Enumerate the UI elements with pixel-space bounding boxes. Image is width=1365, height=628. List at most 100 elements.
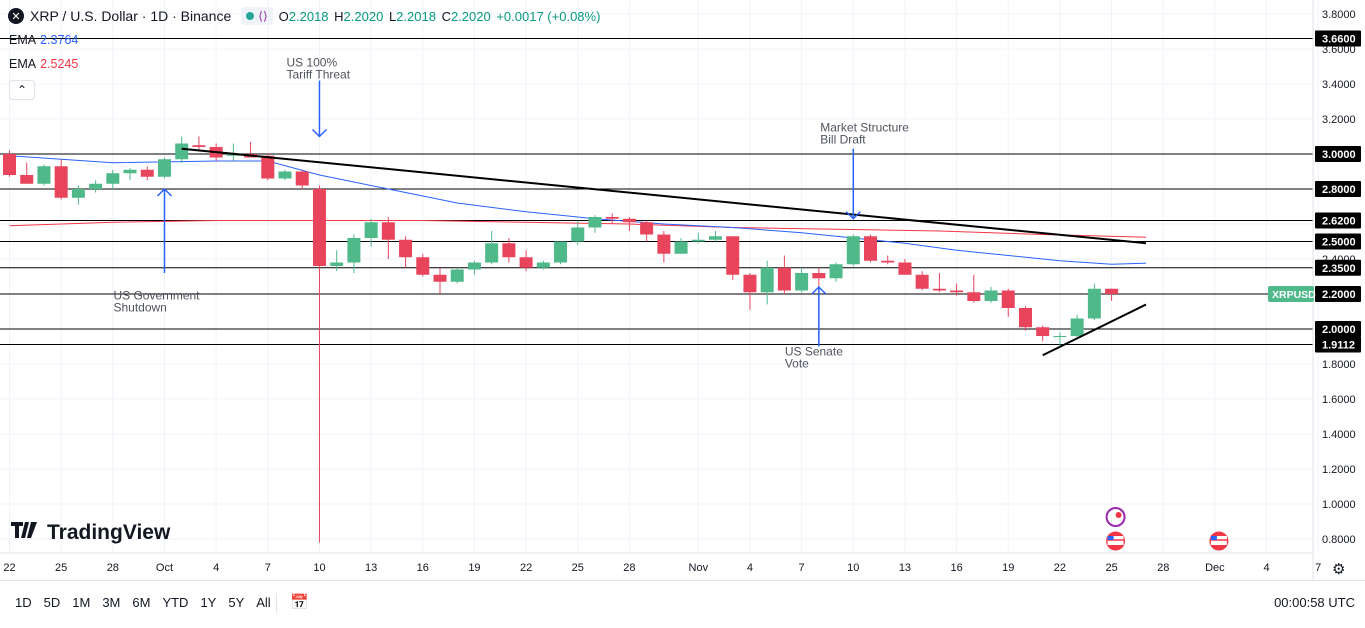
timeframe-button-3m[interactable]: 3M [102, 595, 121, 610]
candle-body[interactable] [485, 243, 499, 263]
market-status[interactable]: ⟨⟩ [241, 7, 273, 25]
candle-body[interactable] [295, 171, 309, 186]
candle-body[interactable] [433, 274, 447, 282]
candle-body[interactable] [123, 169, 137, 174]
candle-body[interactable] [984, 290, 998, 302]
level-price-tag[interactable] [1315, 259, 1361, 276]
chart-settings-gear-icon[interactable]: ⚙ [1332, 561, 1346, 578]
candle-body[interactable] [605, 217, 619, 219]
candle-body[interactable] [1018, 308, 1032, 328]
candle-body[interactable] [261, 155, 275, 179]
candle-body[interactable] [330, 262, 344, 267]
utc-clock[interactable]: 00:00:58 UTC [1274, 595, 1355, 610]
ema-slow-legend[interactable]: EMA 2.5245 [9, 57, 79, 71]
candle-body[interactable] [622, 218, 636, 223]
candle-body[interactable] [950, 290, 964, 293]
candle-body[interactable] [554, 241, 568, 263]
candle-body[interactable] [71, 189, 85, 198]
candle-body[interactable] [657, 234, 671, 254]
candle-body[interactable] [760, 267, 774, 293]
level-price-tag[interactable] [1315, 212, 1361, 229]
annotation-text[interactable]: Market Structure Bill Draft [820, 120, 909, 146]
candle-body[interactable] [777, 267, 791, 291]
candle-body[interactable] [691, 239, 705, 242]
level-price-tag[interactable] [1315, 233, 1361, 250]
candle-body[interactable] [743, 274, 757, 293]
candle-body[interactable] [1001, 290, 1015, 309]
level-price-tag[interactable] [1315, 336, 1361, 353]
candle-body[interactable] [640, 222, 654, 235]
timeframe-button-1d[interactable]: 1D [15, 595, 32, 610]
candle-body[interactable] [674, 241, 688, 254]
candle-body[interactable] [140, 169, 154, 177]
sparkle-event-icon[interactable] [1105, 507, 1126, 527]
candle-body[interactable] [89, 183, 103, 189]
level-price-tag[interactable] [1315, 321, 1361, 337]
level-price-tag[interactable] [1315, 286, 1361, 302]
candle-body[interactable] [157, 159, 171, 177]
timeframe-button-1m[interactable]: 1M [72, 595, 91, 610]
candle-body[interactable] [347, 238, 361, 263]
price-chart[interactable]: US 100% Tariff Threat Market Structure Bill… [0, 0, 1365, 580]
candle-body[interactable] [175, 143, 189, 160]
candle-body[interactable] [932, 288, 946, 291]
symbol-title[interactable]: XRP / U.S. Dollar · 1D · Binance [30, 8, 232, 24]
candle-body[interactable] [1036, 327, 1050, 336]
candle-body[interactable] [416, 257, 430, 275]
timeframe-button-1y[interactable]: 1Y [200, 595, 217, 610]
level-price-tag[interactable] [1315, 146, 1361, 162]
candle-body[interactable] [588, 217, 602, 228]
candle-body[interactable] [502, 243, 516, 258]
candle-body[interactable] [467, 262, 481, 270]
candle-body[interactable] [364, 222, 378, 238]
candle-body[interactable] [1053, 336, 1067, 337]
candle-body[interactable] [571, 227, 585, 242]
timeframe-button-5d[interactable]: 5D [43, 595, 61, 610]
candle-body[interactable] [829, 264, 843, 279]
toolbar-divider [276, 593, 277, 613]
tradingview-logo[interactable]: TradingView [11, 521, 170, 545]
candle-body[interactable] [1070, 318, 1084, 337]
annotation-text[interactable]: US 100% Tariff Threat [286, 56, 350, 82]
candle-body[interactable] [846, 236, 860, 265]
date-range-calendar-icon[interactable]: 📅 [290, 594, 309, 611]
candle-body[interactable] [898, 262, 912, 275]
trend-line[interactable] [181, 147, 1147, 245]
candle-body[interactable] [967, 292, 981, 301]
ema-fast-legend[interactable]: EMA 2.3764 [9, 33, 79, 47]
timeframe-button-6m[interactable]: 6M [132, 595, 151, 610]
candle-body[interactable] [915, 274, 929, 289]
candle-body[interactable] [864, 236, 877, 261]
candle-body[interactable] [3, 154, 16, 175]
candle-body[interactable] [519, 257, 533, 268]
timeframe-button-all[interactable]: All [256, 595, 271, 610]
candle-body[interactable] [1087, 288, 1101, 319]
candle-body[interactable] [106, 173, 120, 184]
candle-body[interactable] [278, 171, 292, 179]
candle-body[interactable] [536, 262, 550, 268]
candle-body[interactable] [312, 189, 326, 266]
candle-body[interactable] [450, 269, 464, 282]
candle-body[interactable] [381, 222, 395, 240]
symbol-price-badge[interactable] [1268, 286, 1314, 302]
candle-body[interactable] [726, 236, 740, 275]
candle-body[interactable] [37, 166, 51, 184]
candle-body[interactable] [192, 145, 206, 147]
collapse-legend-button[interactable]: ⌃ [9, 80, 35, 100]
level-price-tag[interactable] [1315, 30, 1361, 47]
annotation-text[interactable]: US Government Shutdown [113, 288, 200, 314]
candle-body[interactable] [812, 273, 826, 279]
candle-body[interactable] [20, 175, 34, 184]
candle-body[interactable] [226, 154, 240, 156]
candle-body[interactable] [1105, 288, 1119, 294]
level-price-tag[interactable] [1315, 181, 1361, 197]
candle-body[interactable] [399, 239, 413, 258]
timeframe-button-5y[interactable]: 5Y [228, 595, 245, 610]
trend-line[interactable] [1042, 303, 1147, 357]
candle-body[interactable] [54, 166, 68, 198]
candle-body[interactable] [795, 273, 809, 291]
candle-body[interactable] [881, 260, 895, 263]
candle-body[interactable] [709, 236, 723, 240]
annotation-text[interactable]: US Senate Vote [785, 344, 843, 370]
timeframe-button-ytd[interactable]: YTD [162, 595, 189, 610]
